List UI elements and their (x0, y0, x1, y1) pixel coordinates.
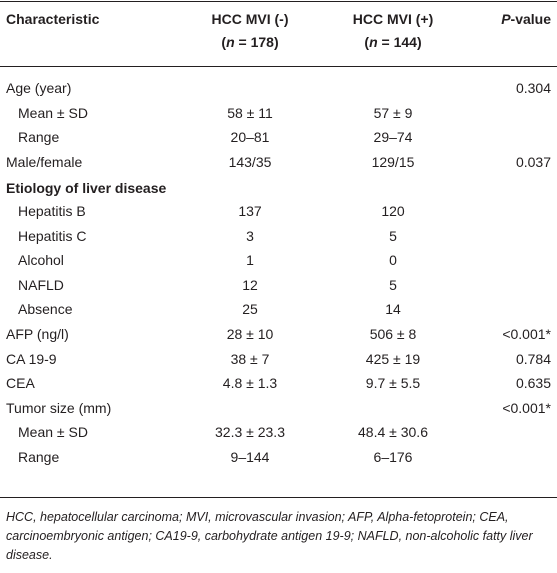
header-rule (0, 66, 557, 67)
table-cell: 38 ± 7 (230, 350, 270, 367)
row-label: Male/female (6, 153, 83, 170)
header-cell: P-value (501, 10, 551, 28)
table-cell: 129/15 (371, 153, 415, 170)
table-cell: 0.037 (515, 153, 551, 170)
table-cell: 9–144 (230, 449, 270, 465)
table-cell: 0.304 (515, 80, 551, 96)
table-cell: 5 (389, 276, 397, 293)
row-label: Range (18, 129, 60, 146)
table-cell: 25 (242, 301, 258, 318)
table-cell: 9.7 ± 5.5 (365, 375, 421, 392)
header-cell: (n = 178) (190, 33, 310, 51)
table-cell: 57 ± 9 (373, 104, 413, 121)
row-label: Hepatitis C (18, 227, 87, 244)
table-cell: 6–176 (373, 449, 413, 465)
table-cell: 3 (246, 227, 254, 244)
table-cell: 0.635 (515, 375, 551, 392)
table-cell: 120 (381, 203, 405, 219)
header-text: ( (221, 34, 227, 50)
header-text: P (501, 11, 511, 27)
row-label: Mean ± SD (18, 104, 88, 121)
header-cell: HCC MVI (+) (352, 11, 434, 27)
table-cell: 0.784 (515, 350, 551, 367)
row-label: Range (18, 449, 60, 465)
table-cell: 0 (389, 252, 397, 269)
row-label: NAFLD (18, 276, 64, 293)
table-cell: 5 (389, 227, 397, 244)
table-cell: 32.3 ± 23.3 (215, 424, 285, 441)
table-cell: 143/35 (228, 153, 272, 170)
table-cell: 4.8 ± 1.3 (222, 375, 278, 392)
table-cell: 28 ± 10 (226, 326, 274, 342)
header-text: -value (510, 11, 551, 27)
header-text: n (226, 34, 235, 50)
table-cell: 12 (242, 276, 258, 293)
row-label: AFP (ng/l) (6, 326, 69, 342)
row-label: Alcohol (18, 252, 64, 269)
table-cell: 20–81 (230, 129, 270, 146)
row-label: Tumor size (mm) (6, 399, 112, 416)
row-label: Hepatitis B (18, 203, 86, 219)
table-cell: 506 ± 8 (369, 326, 417, 342)
row-label: Etiology of liver disease (6, 180, 167, 197)
header-cell: (n = 144) (333, 33, 453, 51)
row-label: CEA (6, 375, 35, 392)
top-rule (0, 1, 557, 2)
header-text: n (369, 34, 378, 50)
table-cell: 14 (385, 301, 401, 318)
row-label: Mean ± SD (18, 424, 88, 441)
footnote: HCC, hepatocellular carcinoma; MVI, micr… (6, 510, 533, 562)
header-cell: HCC MVI (-) (211, 11, 289, 27)
table-cell: 1 (246, 252, 254, 269)
table-cell: <0.001* (502, 399, 551, 416)
header-text: ( (364, 34, 370, 50)
header-cell: Characteristic (6, 11, 100, 27)
table-cell: 137 (238, 203, 262, 219)
row-label: Age (year) (6, 80, 72, 96)
header-text: = 144) (377, 34, 422, 50)
table-cell: 425 ± 19 (365, 350, 421, 367)
table-cell: 58 ± 11 (227, 104, 273, 121)
row-label: Absence (18, 301, 73, 318)
header-text: = 178) (234, 34, 279, 50)
bottom-rule (0, 497, 557, 498)
table-cell: 48.4 ± 30.6 (358, 424, 428, 441)
table-cell: 29–74 (373, 129, 413, 146)
table-cell: <0.001* (502, 326, 551, 342)
row-label: CA 19-9 (6, 350, 57, 367)
